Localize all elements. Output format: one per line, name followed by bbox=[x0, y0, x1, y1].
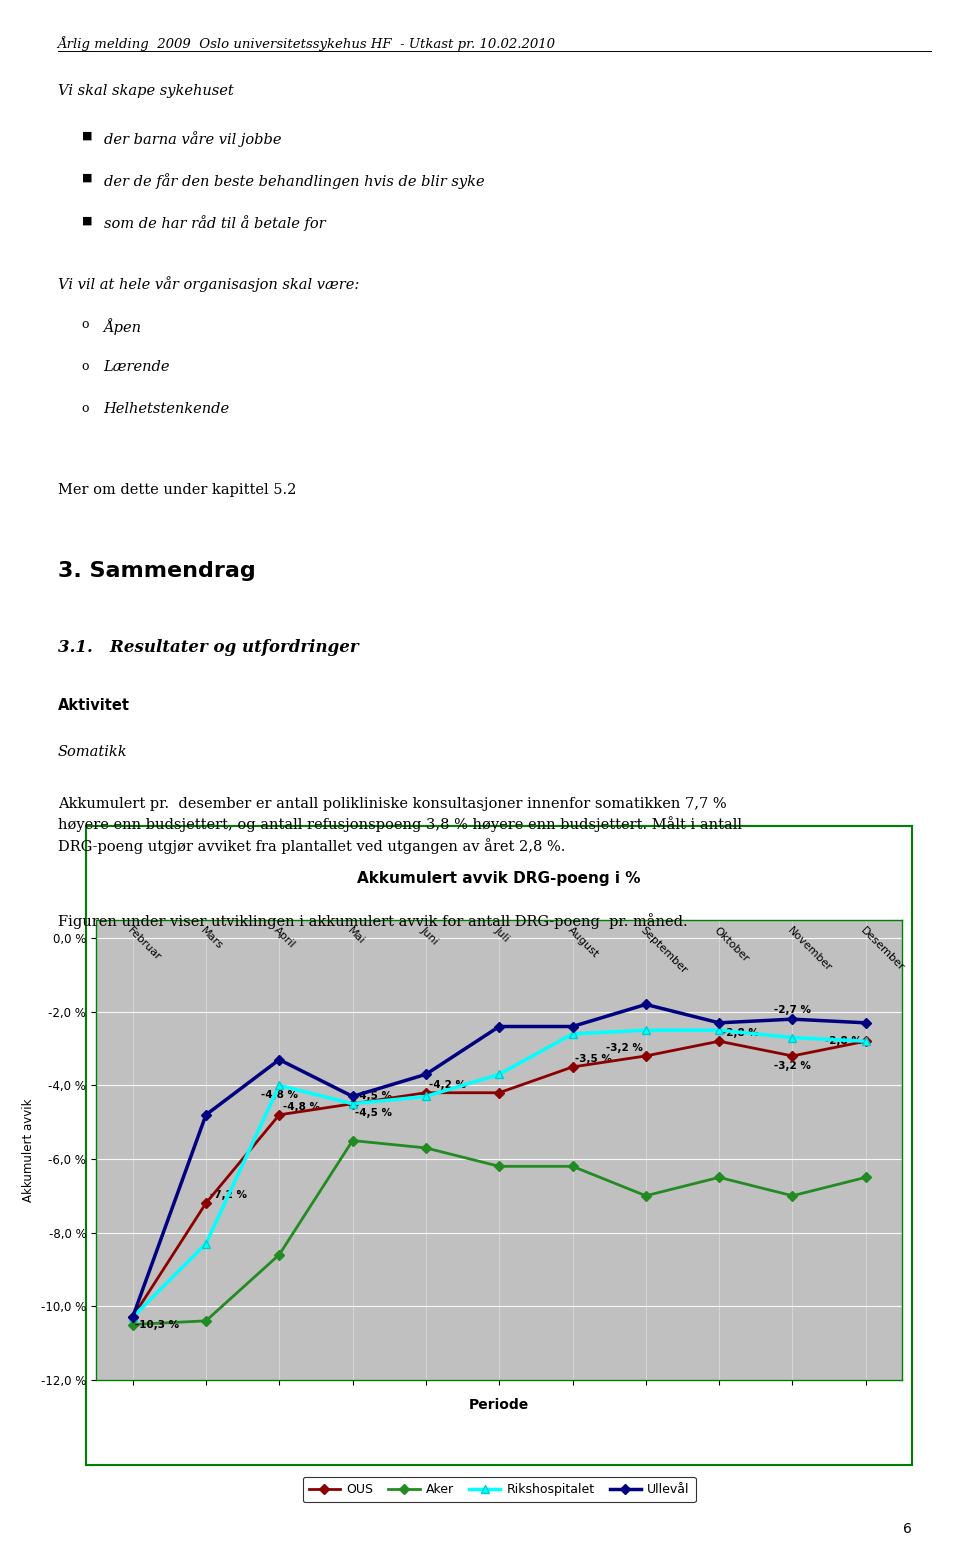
Text: November: November bbox=[785, 926, 833, 973]
OUS bbox=[347, 1094, 358, 1113]
Y-axis label: Akkumulert avvik: Akkumulert avvik bbox=[22, 1098, 36, 1202]
Rikshospitalet bbox=[420, 1087, 432, 1105]
Text: Lærende: Lærende bbox=[104, 360, 170, 374]
Text: Februar: Februar bbox=[126, 926, 163, 963]
Aker bbox=[493, 1157, 505, 1175]
Text: Mars: Mars bbox=[199, 926, 225, 951]
Text: 3. Sammendrag: 3. Sammendrag bbox=[58, 561, 255, 582]
Text: Vi skal skape sykehuset: Vi skal skape sykehuset bbox=[58, 84, 233, 98]
Text: der de får den beste behandlingen hvis de blir syke: der de får den beste behandlingen hvis d… bbox=[104, 173, 484, 189]
Aker bbox=[127, 1316, 138, 1335]
Text: ■: ■ bbox=[82, 131, 92, 140]
OUS bbox=[640, 1046, 652, 1065]
Legend: OUS, Aker, Rikshospitalet, Ullevål: OUS, Aker, Rikshospitalet, Ullevål bbox=[302, 1476, 696, 1503]
Text: o: o bbox=[82, 402, 89, 415]
Text: -4,5 %: -4,5 % bbox=[355, 1108, 393, 1118]
Text: -2,7 %: -2,7 % bbox=[774, 1006, 811, 1015]
Text: Desember: Desember bbox=[858, 926, 906, 973]
Text: Akkumulert pr.  desember er antall polikliniske konsultasjoner innenfor somatikk: Akkumulert pr. desember er antall polikl… bbox=[58, 797, 741, 854]
Ullevål bbox=[347, 1087, 358, 1105]
Text: August: August bbox=[565, 926, 600, 960]
Aker bbox=[860, 1168, 872, 1186]
OUS bbox=[566, 1057, 578, 1076]
Ullevål bbox=[493, 1016, 505, 1035]
Text: som de har råd til å betale for: som de har råd til å betale for bbox=[104, 215, 325, 231]
Text: -4,8 %: -4,8 % bbox=[283, 1102, 321, 1112]
Text: Aktivitet: Aktivitet bbox=[58, 698, 130, 714]
Rikshospitalet bbox=[347, 1094, 358, 1113]
Text: -4,5 %: -4,5 % bbox=[355, 1091, 393, 1101]
Rikshospitalet bbox=[713, 1021, 725, 1040]
Text: 3.1.   Resultater og utfordringer: 3.1. Resultater og utfordringer bbox=[58, 639, 358, 656]
Text: Akkumulert avvik DRG-poeng i %: Akkumulert avvik DRG-poeng i % bbox=[357, 871, 641, 886]
Aker bbox=[713, 1168, 725, 1186]
Aker bbox=[566, 1157, 578, 1175]
Line: Ullevål: Ullevål bbox=[130, 1001, 869, 1320]
Text: 6: 6 bbox=[903, 1522, 912, 1536]
Text: Somatikk: Somatikk bbox=[58, 745, 128, 759]
Ullevål bbox=[786, 1010, 798, 1029]
Ullevål bbox=[201, 1105, 212, 1124]
OUS bbox=[860, 1032, 872, 1051]
Text: September: September bbox=[638, 926, 689, 976]
Text: ■: ■ bbox=[82, 215, 92, 224]
Line: Rikshospitalet: Rikshospitalet bbox=[129, 1026, 870, 1322]
Text: -4,2 %: -4,2 % bbox=[429, 1080, 466, 1090]
OUS bbox=[127, 1308, 138, 1327]
Text: Oktober: Oktober bbox=[712, 926, 751, 963]
Text: o: o bbox=[82, 318, 89, 331]
OUS bbox=[493, 1084, 505, 1102]
OUS bbox=[201, 1194, 212, 1213]
Text: -10,3 %: -10,3 % bbox=[135, 1320, 180, 1330]
Text: o: o bbox=[82, 360, 89, 373]
Ullevål bbox=[640, 995, 652, 1013]
Text: -2,8 %: -2,8 % bbox=[825, 1037, 861, 1046]
Text: -3,5 %: -3,5 % bbox=[575, 1054, 612, 1065]
Ullevål bbox=[420, 1065, 432, 1084]
Rikshospitalet bbox=[127, 1308, 138, 1327]
Ullevål bbox=[713, 1013, 725, 1032]
Text: Åpen: Åpen bbox=[104, 318, 142, 335]
Line: OUS: OUS bbox=[130, 1038, 869, 1320]
Text: Juli: Juli bbox=[492, 926, 511, 945]
Text: der barna våre vil jobbe: der barna våre vil jobbe bbox=[104, 131, 281, 147]
Ullevål bbox=[566, 1016, 578, 1035]
Text: April: April bbox=[273, 926, 298, 951]
Aker bbox=[640, 1186, 652, 1205]
Aker bbox=[201, 1311, 212, 1330]
Line: Aker: Aker bbox=[130, 1137, 869, 1328]
Text: -3,2 %: -3,2 % bbox=[774, 1062, 811, 1071]
Aker bbox=[274, 1246, 285, 1264]
Text: -7,2 %: -7,2 % bbox=[210, 1191, 247, 1200]
X-axis label: Periode: Periode bbox=[469, 1398, 529, 1412]
Text: ■: ■ bbox=[82, 173, 92, 182]
OUS bbox=[274, 1105, 285, 1124]
Aker bbox=[347, 1132, 358, 1151]
Text: Vi vil at hele vår organisasjon skal være:: Vi vil at hele vår organisasjon skal vær… bbox=[58, 276, 359, 292]
Rikshospitalet bbox=[201, 1235, 212, 1253]
Rikshospitalet bbox=[274, 1076, 285, 1094]
Ullevål bbox=[860, 1013, 872, 1032]
Text: -4,8 %: -4,8 % bbox=[261, 1090, 298, 1099]
Rikshospitalet bbox=[566, 1024, 578, 1043]
Rikshospitalet bbox=[786, 1029, 798, 1048]
OUS bbox=[713, 1032, 725, 1051]
Text: Mer om dette under kapittel 5.2: Mer om dette under kapittel 5.2 bbox=[58, 483, 296, 497]
OUS bbox=[786, 1046, 798, 1065]
Text: Figuren under viser utviklingen i akkumulert avvik for antall DRG-poeng  pr. mån: Figuren under viser utviklingen i akkumu… bbox=[58, 914, 687, 929]
Ullevål bbox=[274, 1051, 285, 1069]
OUS bbox=[420, 1084, 432, 1102]
Text: Juni: Juni bbox=[419, 926, 441, 946]
Rikshospitalet bbox=[493, 1065, 505, 1084]
Text: Årlig melding  2009  Oslo universitetssykehus HF  - Utkast pr. 10.02.2010: Årlig melding 2009 Oslo universitetssyke… bbox=[58, 36, 556, 51]
Text: Helhetstenkende: Helhetstenkende bbox=[104, 402, 229, 416]
Text: -2,8 %: -2,8 % bbox=[722, 1029, 758, 1038]
Rikshospitalet bbox=[860, 1032, 872, 1051]
Aker bbox=[420, 1138, 432, 1157]
Ullevål bbox=[127, 1308, 138, 1327]
Aker bbox=[786, 1186, 798, 1205]
Rikshospitalet bbox=[640, 1021, 652, 1040]
Text: -3,2 %: -3,2 % bbox=[606, 1043, 643, 1054]
Text: Mai: Mai bbox=[346, 926, 367, 946]
